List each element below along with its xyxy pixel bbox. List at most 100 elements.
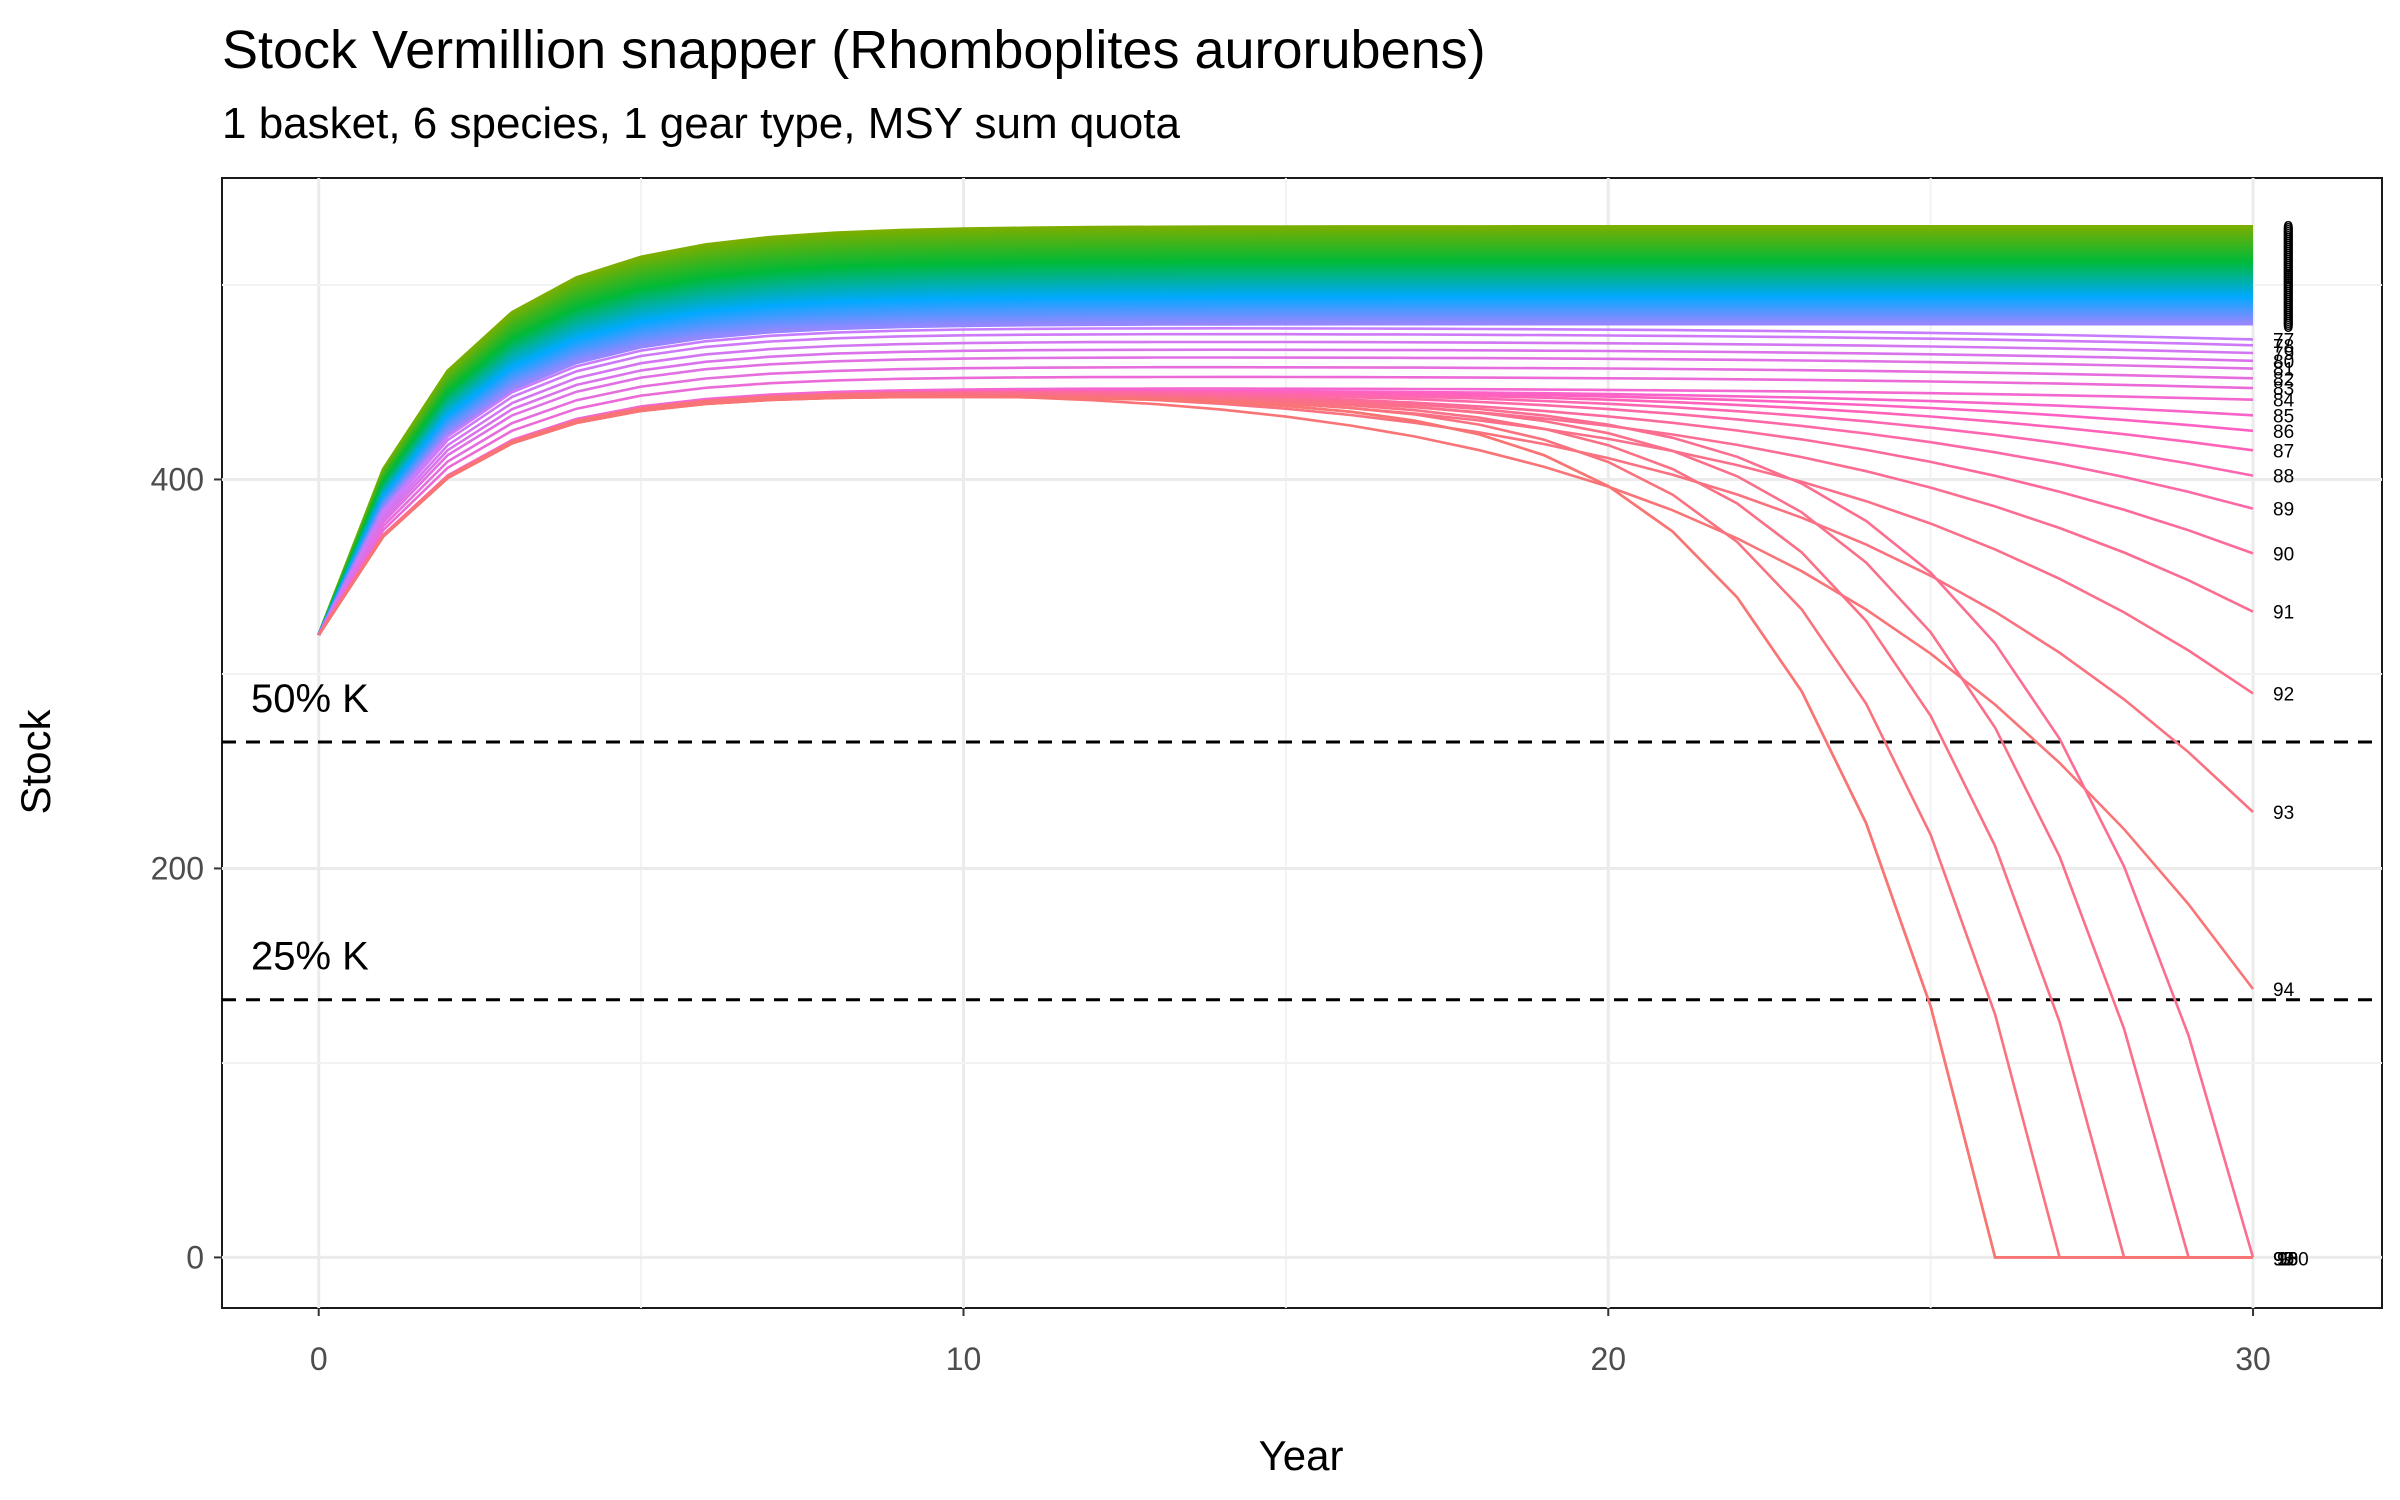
stock-line-upper-band [317, 304, 2253, 636]
endpoint-marker: 0 [2283, 221, 2294, 242]
endpoint-marker: 0 [2283, 290, 2294, 311]
endpoint-label-97: 97 [2273, 1249, 2294, 1270]
endpoint-marker: 0 [2283, 262, 2294, 283]
stock-line-upper-band [317, 312, 2253, 636]
endpoint-label-80: 80 [2273, 352, 2294, 373]
endpoint-marker: 0 [2283, 274, 2294, 295]
stock-line-upper-band [317, 316, 2253, 636]
stock-line-100 [317, 395, 2253, 1259]
endpoint-marker: 0 [2283, 242, 2294, 263]
endpoint-marker: 0 [2283, 266, 2294, 287]
y-tick-label: 400 [151, 461, 204, 497]
endpoint-label-78: 78 [2273, 336, 2294, 357]
stock-line-upper-band [317, 225, 2253, 636]
endpoint-marker: 0 [2283, 292, 2294, 313]
stock-line-upper-band [317, 234, 2253, 636]
stock-line-77 [317, 326, 2254, 636]
endpoint-label-79: 79 [2273, 344, 2294, 365]
endpoint-marker: 0 [2283, 276, 2294, 297]
stock-line-upper-band [317, 227, 2253, 636]
endpoint-marker: 0 [2283, 225, 2294, 246]
stock-line-83 [317, 375, 2254, 636]
endpoint-marker: 0 [2283, 248, 2294, 269]
chart-title: Stock Vermillion snapper (Rhomboplites a… [222, 20, 1486, 80]
stock-line-upper-band [317, 280, 2253, 636]
endpoint-marker: 0 [2283, 250, 2294, 271]
stock-line-upper-band [317, 246, 2253, 636]
endpoint-marker: 0 [2283, 316, 2294, 337]
series-layer [317, 225, 2255, 1259]
stock-line-upper-band [317, 268, 2253, 636]
endpoint-marker: 0 [2283, 236, 2294, 257]
chart-subtitle: 1 basket, 6 species, 1 gear type, MSY su… [222, 99, 1180, 148]
stock-line-upper-band [317, 306, 2253, 636]
endpoint-label-82: 82 [2273, 369, 2294, 390]
stock-line-upper-band [317, 290, 2253, 636]
stock-line-upper-band [317, 288, 2253, 636]
endpoint-marker: 0 [2283, 229, 2294, 250]
endpoint-label-94: 94 [2273, 980, 2295, 1001]
endpoint-label-81: 81 [2273, 360, 2294, 381]
endpoint-marker: 0 [2283, 272, 2294, 293]
stock-line-upper-band [317, 266, 2253, 636]
endpoint-marker: 0 [2283, 286, 2294, 307]
endpoint-label-89: 89 [2273, 500, 2294, 521]
endpoint-marker: 0 [2283, 306, 2294, 327]
x-tick-label: 20 [1590, 1341, 1626, 1377]
stock-line-84 [317, 387, 2254, 636]
stock-line-upper-band [317, 286, 2253, 636]
stock-line-upper-band [317, 276, 2253, 636]
endpoint-label-90: 90 [2273, 544, 2294, 565]
y-tick-label: 0 [186, 1239, 204, 1275]
stock-line-upper-band [317, 229, 2253, 636]
stock-line-upper-band [317, 292, 2253, 636]
endpoint-marker: 0 [2283, 310, 2294, 331]
reference-line-label: 50% K [251, 677, 369, 721]
stock-line-upper-band [317, 231, 2253, 636]
stock-line-upper-band [317, 320, 2253, 636]
endpoint-marker: 0 [2283, 234, 2294, 255]
stock-line-upper-band [317, 278, 2253, 636]
endpoint-label-99: 99 [2273, 1249, 2294, 1270]
stock-line-upper-band [317, 242, 2253, 636]
stock-line-upper-band [317, 298, 2253, 636]
stock-line-upper-band [317, 262, 2253, 636]
stock-line-upper-band [317, 233, 2253, 636]
stock-line-upper-band [317, 260, 2253, 636]
axis-layer: 0 10 20 30 0 200 400 [151, 461, 2271, 1377]
stock-line-upper-band [317, 244, 2253, 636]
endpoint-label-83: 83 [2273, 379, 2294, 400]
endpoint-marker: 0 [2283, 282, 2294, 303]
stock-line-upper-band [317, 250, 2253, 636]
stock-line-78 [317, 332, 2254, 636]
stock-line-upper-band [317, 318, 2253, 636]
endpoint-marker: 0 [2283, 314, 2294, 335]
endpoint-label-85: 85 [2273, 406, 2294, 427]
endpoint-marker: 0 [2283, 288, 2294, 309]
endpoint-marker: 0 [2283, 300, 2294, 321]
endpoint-label-84: 84 [2273, 391, 2295, 412]
endpoint-marker: 0 [2283, 264, 2294, 285]
stock-line-upper-band [317, 248, 2253, 636]
y-tick-label: 200 [151, 850, 204, 886]
stock-line-upper-band [317, 274, 2253, 636]
endpoint-marker: 0 [2283, 296, 2294, 317]
endpoint-marker: 0 [2283, 246, 2294, 267]
endpoint-marker: 0 [2283, 233, 2294, 254]
stock-line-81 [317, 356, 2254, 636]
endpoint-marker: 0 [2283, 260, 2294, 281]
stock-line-upper-band [317, 302, 2253, 636]
stock-line-upper-band [317, 294, 2253, 636]
endpoint-label-86: 86 [2273, 422, 2294, 443]
stock-line-upper-band [317, 314, 2253, 636]
endpoint-marker: 0 [2283, 254, 2294, 275]
endpoint-marker: 0 [2283, 280, 2294, 301]
reference-lines: 50% K 25% K [222, 677, 2382, 1002]
endpoint-marker: 0 [2283, 270, 2294, 291]
x-tick-label: 0 [310, 1341, 328, 1377]
stock-line-upper-band [317, 264, 2253, 636]
reference-line-label: 25% K [251, 935, 369, 979]
y-axis-title: Stock [12, 708, 59, 814]
stock-line-upper-band [317, 272, 2253, 636]
x-tick-label: 30 [2235, 1341, 2271, 1377]
